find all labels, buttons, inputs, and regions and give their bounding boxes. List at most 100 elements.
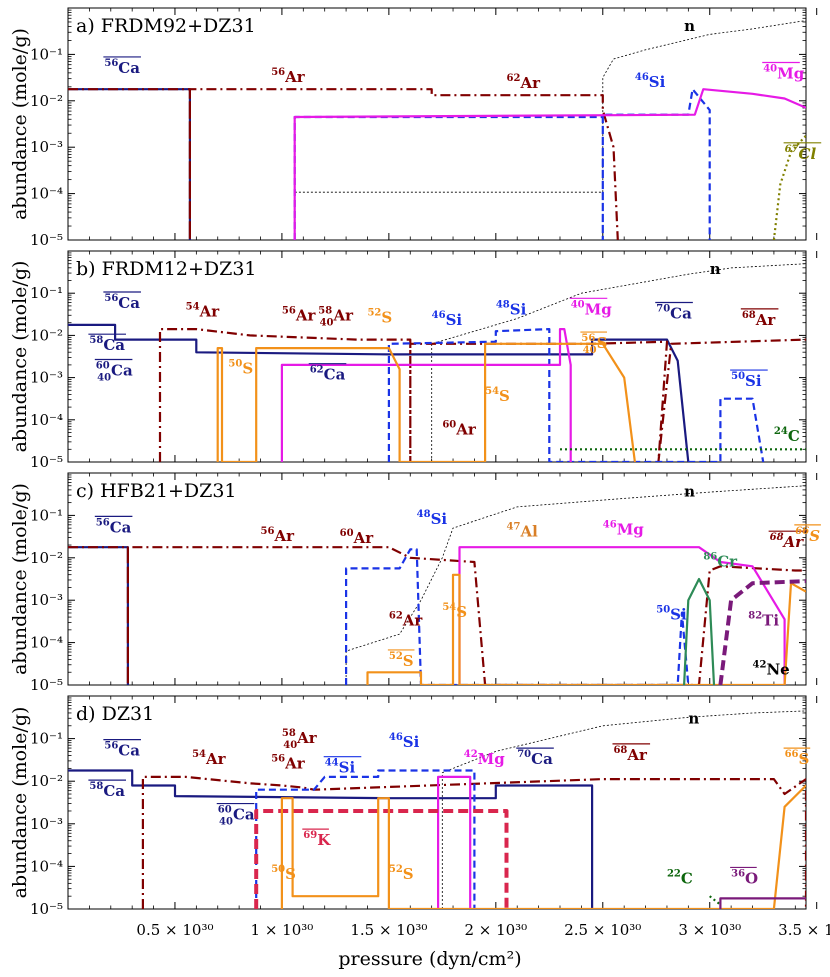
isotope-label: 66S: [795, 526, 820, 545]
isotope-label: 58Ca: [89, 781, 125, 800]
x-tick-label: 1.5 × 10³⁰: [350, 921, 427, 939]
isotope-label: 40Mg: [571, 299, 613, 318]
isotope-label: n: [710, 260, 721, 278]
isotope-label: 60 40Ca: [96, 360, 133, 383]
isotope-label: 68Ar: [613, 745, 648, 764]
isotope-label: 56Ca: [104, 741, 140, 760]
isotope-label: 54Ar: [186, 301, 221, 320]
isotope-label: 86Cr: [703, 551, 738, 570]
isotope-label: 50S: [228, 358, 253, 377]
x-tick-label: 3 × 10³⁰: [678, 921, 741, 939]
series-line-46mg: [458, 546, 786, 685]
series-line-si: [255, 769, 476, 909]
isotope-label: 67Cl: [785, 144, 817, 163]
panel-frame: [67, 250, 807, 463]
isotope-label: 70Ca: [517, 749, 553, 768]
y-tick-label: 10⁻⁵: [30, 900, 63, 918]
isotope-label: 66S: [785, 749, 810, 768]
series-line-40mg: [293, 88, 806, 240]
x-axis-title: pressure (dyn/cm²): [338, 948, 521, 970]
y-tick-label: 10⁻¹: [30, 45, 63, 63]
isotope-label: 36O: [731, 868, 758, 887]
y-axis-title: abundance (mole/g): [9, 483, 31, 675]
isotope-label: 56Ca: [96, 517, 132, 536]
series-line-36o: [719, 897, 806, 909]
isotope-label: 22C: [667, 868, 693, 887]
isotope-label: 52S: [389, 864, 414, 883]
panel-frame: [67, 472, 807, 686]
series-line-ar: [68, 546, 806, 685]
isotope-label: 46Si: [432, 310, 463, 329]
y-tick-label: 10⁻²: [30, 92, 63, 110]
panel-title: b) FRDM12+DZ31: [76, 258, 257, 280]
series-line-22c: [709, 895, 722, 906]
isotope-label: 56 40S: [581, 333, 607, 356]
isotope-label: 46Si: [635, 72, 666, 91]
series-line-s: [216, 342, 636, 462]
x-tick-label: 2.5 × 10³⁰: [564, 921, 641, 939]
isotope-label: n: [688, 710, 699, 728]
series-line-ar: [141, 775, 806, 909]
isotope-label: 56Ar: [271, 67, 306, 86]
y-tick-label: 10⁻²: [30, 772, 63, 790]
panel-title: a) FRDM92+DZ31: [76, 15, 256, 37]
series-line-s: [366, 573, 806, 685]
x-tick-label: 0.5 × 10³⁰: [136, 921, 213, 939]
isotope-label: 54Ar: [192, 749, 227, 768]
series-line-n: [441, 710, 806, 909]
isotope-label: 62Ar: [389, 611, 424, 630]
series-line-67cl: [772, 134, 806, 240]
panel-title: d) DZ31: [76, 703, 154, 725]
y-tick-label: 10⁻³: [30, 138, 63, 156]
isotope-label: 58 40Ar: [318, 306, 354, 329]
isotope-label: 60Ar: [442, 420, 477, 439]
y-tick-label: 10⁻¹: [30, 730, 63, 748]
isotope-label: 24C: [774, 426, 800, 445]
isotope-label: 68Ar: [742, 310, 777, 329]
y-tick-label: 10⁻²: [30, 549, 63, 567]
isotope-label: 48Si: [417, 509, 448, 528]
x-tick-label: 1 × 10³⁰: [251, 921, 314, 939]
isotope-label: 42Mg: [464, 749, 506, 768]
y-tick-label: 10⁻⁴: [30, 411, 63, 429]
isotope-label: 46Si: [389, 732, 420, 751]
isotope-label: 47Al: [507, 522, 539, 541]
isotope-label: 42Ne: [753, 659, 790, 678]
isotope-label: n: [684, 482, 695, 500]
y-axis-title: abundance (mole/g): [9, 707, 31, 899]
isotope-label: 54S: [485, 386, 510, 405]
series-line-42mg: [437, 775, 472, 909]
y-tick-label: 10⁻¹: [30, 284, 63, 302]
y-tick-label: 10⁻³: [30, 815, 63, 833]
series-line-si: [345, 548, 690, 685]
isotope-label: 50S: [271, 864, 296, 883]
isotope-label: 56Ar: [261, 526, 296, 545]
y-tick-label: 10⁻⁵: [30, 231, 63, 249]
y-tick-label: 10⁻¹: [30, 506, 63, 524]
isotope-label: 62Ca: [310, 365, 346, 384]
isotope-label: 82Ti: [748, 611, 779, 630]
isotope-label: 62Ar: [507, 73, 542, 92]
isotope-label: 60 40Ca: [218, 805, 255, 828]
isotope-label: n: [684, 17, 695, 35]
series-line-mg: [280, 328, 572, 462]
series-line-s: [280, 784, 806, 909]
panel-title: c) HFB21+DZ31: [76, 480, 237, 502]
isotope-label: 56Ca: [104, 58, 140, 77]
x-tick-label: 3.5 × 10³⁰: [778, 921, 830, 939]
isotope-label: 58Ca: [89, 335, 125, 354]
series-line-56ca: [68, 546, 130, 685]
x-tick-label: 2 × 10³⁰: [464, 921, 527, 939]
isotope-label: 48Si: [496, 299, 527, 318]
isotope-label: 58 40Ar: [282, 728, 318, 751]
isotope-label: 68Ar: [770, 532, 805, 551]
isotope-label: 60Ar: [340, 528, 375, 547]
y-tick-label: 10⁻⁴: [30, 185, 63, 203]
series-line-n: [345, 485, 806, 685]
series-line-ar: [158, 328, 806, 462]
